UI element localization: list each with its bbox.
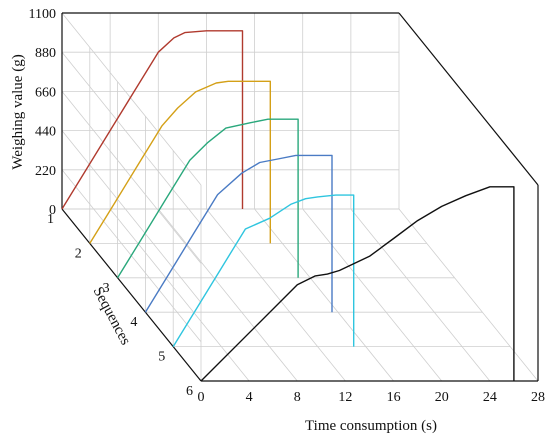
- box-edge: [398, 12, 539, 186]
- series-line-5: [172, 194, 355, 347]
- x-tick-label: 24: [483, 390, 497, 405]
- x-tick-label: 16: [387, 390, 401, 405]
- grid-line: [254, 208, 394, 382]
- z-tick-label: 1100: [29, 7, 56, 22]
- x-tick-label: 8: [294, 390, 301, 405]
- x-tick-label: 0: [198, 390, 205, 405]
- x-tick-label: 12: [338, 390, 352, 405]
- y-tick-label: 1: [47, 212, 54, 227]
- grid-line: [206, 208, 346, 382]
- y-tick-label: 2: [75, 246, 82, 261]
- z-tick-label: 660: [35, 85, 56, 100]
- z-tick-label: 880: [35, 46, 56, 61]
- x-tick-label: 4: [246, 390, 253, 405]
- series-line-3: [117, 118, 299, 279]
- x-tick-label: 20: [435, 390, 449, 405]
- grid-line: [61, 12, 202, 186]
- z-tick-label: 440: [35, 125, 56, 140]
- grid-line: [157, 208, 298, 382]
- grid-line: [302, 208, 443, 382]
- series-line-6: [200, 186, 515, 382]
- grid-line: [350, 208, 491, 382]
- series-line-4: [144, 154, 333, 313]
- y-tick-label: 6: [186, 384, 193, 399]
- z-tick-label: 220: [35, 164, 56, 179]
- y-tick-label: 3: [103, 281, 110, 296]
- grid-line: [61, 91, 202, 264]
- frame-layer: [61, 12, 539, 382]
- grid-line: [109, 208, 250, 382]
- grid-line: [61, 51, 202, 225]
- series-line-2: [89, 80, 271, 244]
- x-axis-title: Time consumption (s): [305, 418, 437, 434]
- series-line-1: [61, 30, 244, 210]
- series-layer: [61, 30, 515, 382]
- y-tick-label: 5: [158, 350, 165, 365]
- box-edge: [61, 208, 202, 382]
- y-axis-title: Sequences: [90, 284, 134, 348]
- z-tick-label: 0: [49, 203, 56, 218]
- x-tick-label: 28: [531, 390, 545, 405]
- z-axis-title: Weighing value (g): [10, 54, 26, 169]
- grid-line: [398, 208, 539, 382]
- y-tick-label: 4: [130, 315, 137, 330]
- grid-line: [61, 130, 202, 303]
